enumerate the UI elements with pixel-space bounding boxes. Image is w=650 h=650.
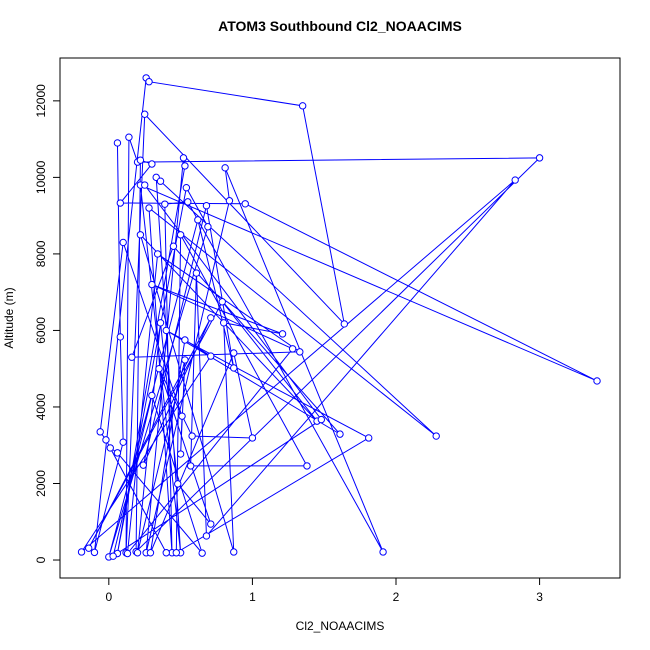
data-point (204, 223, 212, 231)
data-point (148, 280, 156, 289)
data-point (106, 444, 114, 452)
data-line (81, 76, 598, 558)
data-point (219, 319, 228, 327)
data-point (109, 552, 117, 560)
data-point (194, 216, 202, 224)
data-point (340, 320, 349, 328)
x-tick-label: 1 (249, 590, 256, 604)
data-point (119, 238, 127, 247)
y-tick-label: 6000 (34, 317, 48, 344)
data-point (188, 432, 196, 440)
data-point (176, 231, 185, 239)
chart-title: ATOM3 Southbound Cl2_NOAACIMS (218, 18, 462, 34)
data-point (156, 319, 165, 327)
x-tick-label: 3 (536, 590, 543, 604)
data-point (303, 462, 311, 470)
data-point (136, 156, 145, 164)
data-point (225, 197, 234, 205)
data-point (511, 176, 519, 184)
data-point (181, 356, 189, 364)
y-tick-label: 10000 (34, 160, 48, 194)
data-point (298, 102, 307, 110)
data-point (230, 349, 238, 357)
data-point (230, 548, 238, 556)
data-point (207, 352, 215, 360)
y-tick-label: 0 (34, 556, 48, 563)
data-point (141, 110, 149, 118)
data-point (432, 432, 440, 440)
data-point (593, 377, 601, 385)
data-point (288, 345, 297, 353)
data-point (182, 184, 191, 192)
data-point (139, 461, 147, 469)
data-point (336, 430, 344, 438)
x-tick-label: 0 (105, 590, 112, 604)
data-point (145, 78, 153, 86)
data-point (178, 412, 186, 420)
data-point (113, 139, 122, 147)
data-point (162, 326, 170, 335)
data-point (181, 162, 189, 170)
data-point (119, 438, 127, 446)
y-tick-label: 8000 (34, 240, 48, 267)
x-tick-label: 2 (393, 590, 400, 604)
y-tick-label: 2000 (34, 470, 48, 497)
data-point (379, 548, 387, 556)
data-point (174, 480, 182, 488)
data-point (186, 462, 195, 470)
data-point (230, 364, 238, 372)
data-point (198, 549, 206, 557)
data-point (296, 348, 304, 356)
data-point (153, 250, 162, 258)
data-point (179, 154, 188, 162)
data-point (85, 544, 93, 552)
data-point (96, 428, 104, 436)
data-point (136, 231, 145, 239)
data-point (116, 333, 125, 341)
data-point (161, 200, 169, 208)
data-point (156, 177, 165, 185)
data-point (123, 549, 132, 558)
data-point (184, 198, 192, 206)
data-point (207, 314, 215, 322)
data-point (221, 164, 229, 172)
data-point (535, 154, 544, 162)
data-point (365, 434, 373, 442)
x-axis-label: Cl2_NOAACIMS (296, 619, 385, 633)
data-point (102, 436, 110, 444)
data-point (116, 199, 125, 207)
data-point (155, 364, 163, 373)
data-point (90, 548, 99, 557)
data-point (202, 201, 211, 210)
data-point (148, 160, 156, 168)
data-point (169, 242, 178, 250)
data-point (248, 434, 257, 442)
y-tick-label: 12000 (34, 84, 48, 118)
data-point (202, 532, 211, 540)
data-point (192, 269, 201, 277)
y-axis-label: Altitude (m) (2, 287, 16, 348)
data-point (125, 133, 133, 141)
data-point (128, 353, 136, 361)
data-point (218, 298, 226, 306)
data-point (141, 181, 149, 189)
data-point (162, 549, 170, 557)
data-point (146, 549, 155, 557)
data-point (133, 549, 142, 557)
data-point (241, 200, 249, 208)
data-point (172, 549, 181, 557)
data-point (176, 450, 185, 458)
data-point (145, 204, 153, 212)
data-point (181, 336, 189, 344)
data-point (77, 548, 86, 556)
data-point (317, 415, 326, 424)
y-tick-label: 4000 (34, 393, 48, 420)
data-point (207, 520, 215, 528)
data-point (113, 449, 122, 457)
data-point (278, 330, 287, 338)
data-point (148, 391, 156, 400)
